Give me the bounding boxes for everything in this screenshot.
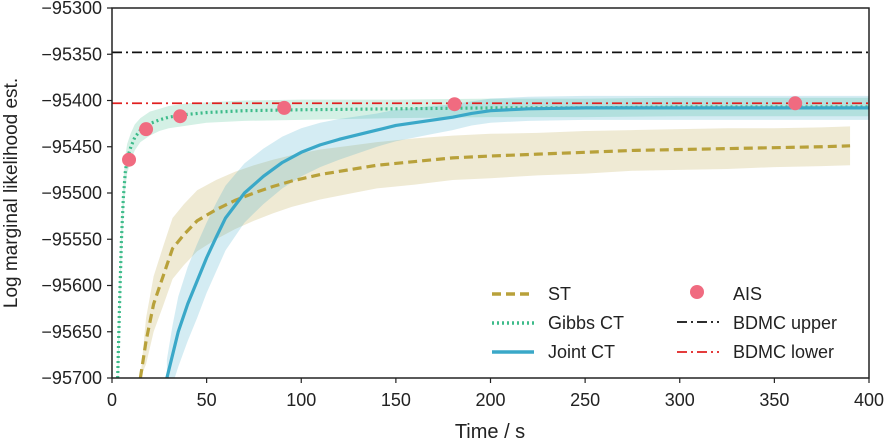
legend-swatch-ais xyxy=(690,285,704,299)
confidence-bands xyxy=(117,95,869,378)
ais-point xyxy=(447,97,462,112)
y-tick-label: −95450 xyxy=(41,137,102,157)
ais-point xyxy=(122,152,137,167)
ais-point xyxy=(277,100,292,115)
band-st xyxy=(140,126,851,378)
plot-area xyxy=(112,8,869,378)
y-axis-label: Log marginal likelihood est. xyxy=(1,78,22,308)
x-tick-label: 400 xyxy=(854,390,884,410)
ais-point xyxy=(788,96,803,111)
y-tick-label: −95350 xyxy=(41,44,102,64)
ais-point xyxy=(139,122,154,137)
y-tick-label: −95550 xyxy=(41,229,102,249)
x-axis: 0 50 100 150 200 250 300 350 400 xyxy=(107,378,884,410)
y-tick-label: −95500 xyxy=(41,183,102,203)
y-tick-label: −95600 xyxy=(41,276,102,296)
ais-points xyxy=(122,96,803,167)
y-tick-label: −95400 xyxy=(41,91,102,111)
legend-label-bdmc-lower: BDMC lower xyxy=(733,342,834,362)
y-axis: −95300 −95350 −95400 −95450 −95500 −95550 −956… xyxy=(41,0,112,388)
x-tick-label: 200 xyxy=(475,390,505,410)
y-tick-label: −95650 xyxy=(41,322,102,342)
x-tick-label: 350 xyxy=(759,390,789,410)
legend-label-gibbs-ct: Gibbs CT xyxy=(548,313,624,333)
legend-label-joint-ct: Joint CT xyxy=(548,342,615,362)
x-tick-label: 50 xyxy=(197,390,217,410)
x-tick-label: 300 xyxy=(665,390,695,410)
ais-point xyxy=(173,109,188,124)
y-tick-label: −95300 xyxy=(41,0,102,18)
legend-label-ais: AIS xyxy=(733,284,762,304)
legend-label-st: ST xyxy=(548,284,571,304)
series-lines xyxy=(116,105,869,378)
legend: ST Gibbs CT Joint CT AIS BDMC upper BDMC… xyxy=(492,284,837,362)
reference-lines xyxy=(112,51,869,105)
x-tick-label: 150 xyxy=(381,390,411,410)
y-tick-label: −95700 xyxy=(41,368,102,388)
x-tick-label: 100 xyxy=(286,390,316,410)
x-axis-label: Time / s xyxy=(455,421,525,443)
line-joint-ct xyxy=(165,106,869,378)
x-tick-label: 250 xyxy=(570,390,600,410)
legend-label-bdmc-upper: BDMC upper xyxy=(733,313,837,333)
x-tick-label: 0 xyxy=(107,390,117,410)
